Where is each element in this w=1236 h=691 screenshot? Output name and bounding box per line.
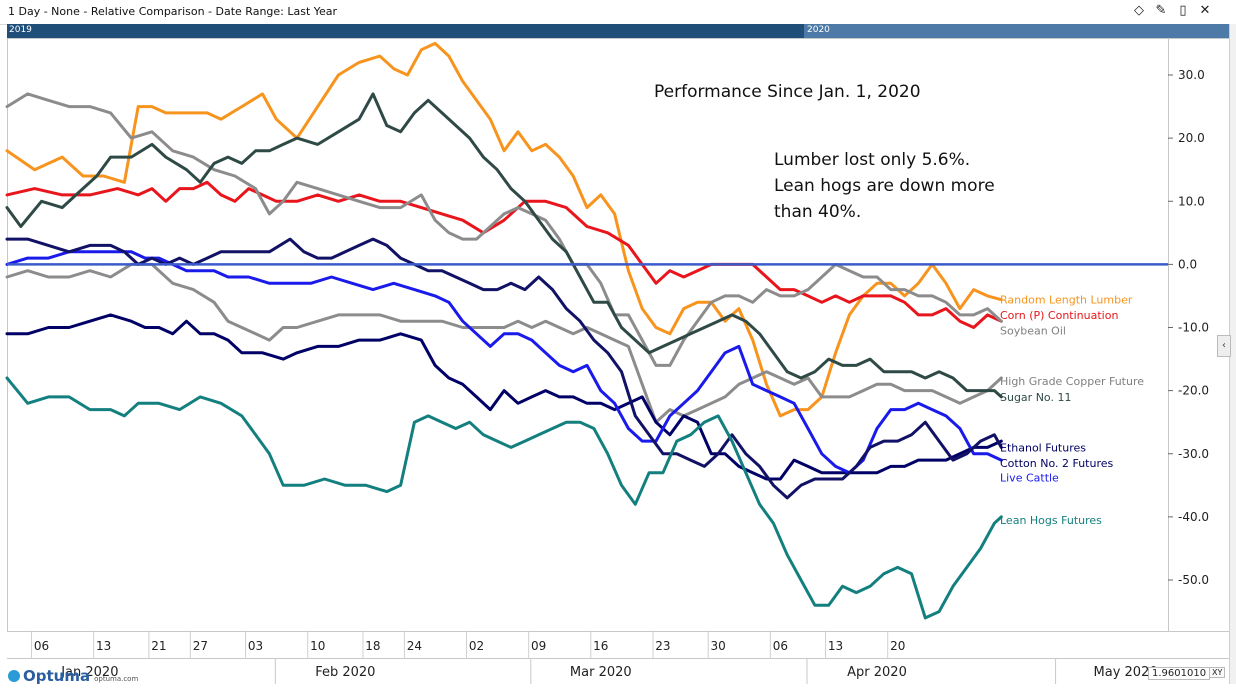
x-tick-label: 03 bbox=[248, 639, 263, 653]
series-line-lean-hogs-futures[interactable] bbox=[5, 376, 1003, 620]
navigator-year-2019: 2019 bbox=[9, 25, 32, 35]
optuma-logo-icon bbox=[8, 670, 20, 682]
legend-label-sugar-no-11: Sugar No. 11 bbox=[1000, 391, 1071, 404]
x-tick-label: 18 bbox=[365, 639, 380, 653]
xy-mode-button[interactable]: XY bbox=[1209, 667, 1226, 678]
y-tick-label: 0.0 bbox=[1178, 257, 1197, 271]
x-tick-label: 23 bbox=[655, 639, 670, 653]
month-label: Apr 2020 bbox=[847, 665, 907, 680]
x-tick-label: 16 bbox=[593, 639, 608, 653]
navigator-selection[interactable] bbox=[804, 24, 1229, 38]
optuma-logo: Optuma optuma.com bbox=[8, 667, 138, 685]
legend-label-soybean-oil: Soybean Oil bbox=[1000, 325, 1066, 338]
x-tick-label: 02 bbox=[469, 639, 484, 653]
diamond-icon[interactable]: ◇ bbox=[1134, 3, 1144, 18]
x-axis-days bbox=[7, 631, 1229, 659]
x-tick-label: 20 bbox=[890, 639, 905, 653]
y-tick-label: 10.0 bbox=[1178, 194, 1205, 208]
x-tick-label: 21 bbox=[151, 639, 166, 653]
month-label: May 2020 bbox=[1094, 665, 1158, 680]
series-line-sugar-no-11[interactable] bbox=[5, 92, 1003, 399]
legend-label-cotton-no-2-futures: Cotton No. 2 Futures bbox=[1000, 457, 1114, 470]
legend-label-corn-p-continuation: Corn (P) Continuation bbox=[1000, 309, 1118, 322]
x-tick-label: 13 bbox=[96, 639, 111, 653]
maximize-icon[interactable]: ▯ bbox=[1179, 3, 1187, 18]
legend-label-live-cattle: Live Cattle bbox=[1000, 472, 1059, 485]
x-tick-label: 10 bbox=[310, 639, 325, 653]
date-navigator[interactable]: 2019 2020 bbox=[7, 24, 1229, 38]
cursor-value-readout: 1.9601010 bbox=[1148, 667, 1211, 680]
legend-label-lean-hogs-futures: Lean Hogs Futures bbox=[1000, 514, 1102, 527]
legend-label-random-length-lumber: Random Length Lumber bbox=[1000, 294, 1133, 307]
x-tick-label: 24 bbox=[407, 639, 422, 653]
month-label: Jan 2020 bbox=[60, 665, 118, 680]
series-line-live-cattle[interactable] bbox=[5, 237, 1003, 500]
y-tick-label: 30.0 bbox=[1178, 68, 1205, 82]
window-title: 1 Day - None - Relative Comparison - Dat… bbox=[8, 5, 338, 18]
x-tick-label: 30 bbox=[711, 639, 726, 653]
legend-label-ethanol-futures: Ethanol Futures bbox=[1000, 441, 1086, 454]
month-label: Mar 2020 bbox=[570, 665, 632, 680]
legend-label-high-grade-copper-future: High Grade Copper Future bbox=[1000, 375, 1144, 388]
chart-annotation-line-3: than 40%. bbox=[774, 202, 861, 222]
y-tick-label: -30.0 bbox=[1178, 447, 1209, 461]
collapse-panel-tab[interactable]: ‹ bbox=[1217, 335, 1231, 357]
x-tick-label: 13 bbox=[828, 639, 843, 653]
month-label: Feb 2020 bbox=[315, 665, 375, 680]
y-tick-label: 20.0 bbox=[1178, 131, 1205, 145]
x-tick-label: 09 bbox=[531, 639, 546, 653]
y-tick-label: -20.0 bbox=[1178, 384, 1209, 398]
x-tick-label: 06 bbox=[34, 639, 49, 653]
series-line-corn-p-continuation[interactable] bbox=[5, 180, 1003, 329]
series-line-random-length-lumber[interactable] bbox=[5, 41, 1003, 418]
series-line-high-grade-copper-future[interactable] bbox=[5, 262, 1003, 424]
x-tick-label: 27 bbox=[193, 639, 208, 653]
series-line-ethanol-futures[interactable] bbox=[5, 313, 1003, 481]
x-tick-label: 06 bbox=[773, 639, 788, 653]
y-tick-label: -50.0 bbox=[1178, 573, 1209, 587]
pin-icon[interactable]: ✎ bbox=[1155, 3, 1167, 18]
chart-annotation-line-1: Lumber lost only 5.6%. bbox=[774, 150, 970, 170]
y-tick-label: -40.0 bbox=[1178, 510, 1209, 524]
x-axis-months bbox=[7, 658, 1229, 685]
series-line-soybean-oil[interactable] bbox=[5, 92, 1003, 367]
chart-annotation-line-2: Lean hogs are down more bbox=[774, 176, 995, 196]
chart-annotation-heading: Performance Since Jan. 1, 2020 bbox=[654, 82, 921, 102]
close-icon[interactable]: ✕ bbox=[1199, 3, 1211, 18]
y-tick-label: -10.0 bbox=[1178, 321, 1209, 335]
navigator-year-2020: 2020 bbox=[807, 25, 830, 35]
